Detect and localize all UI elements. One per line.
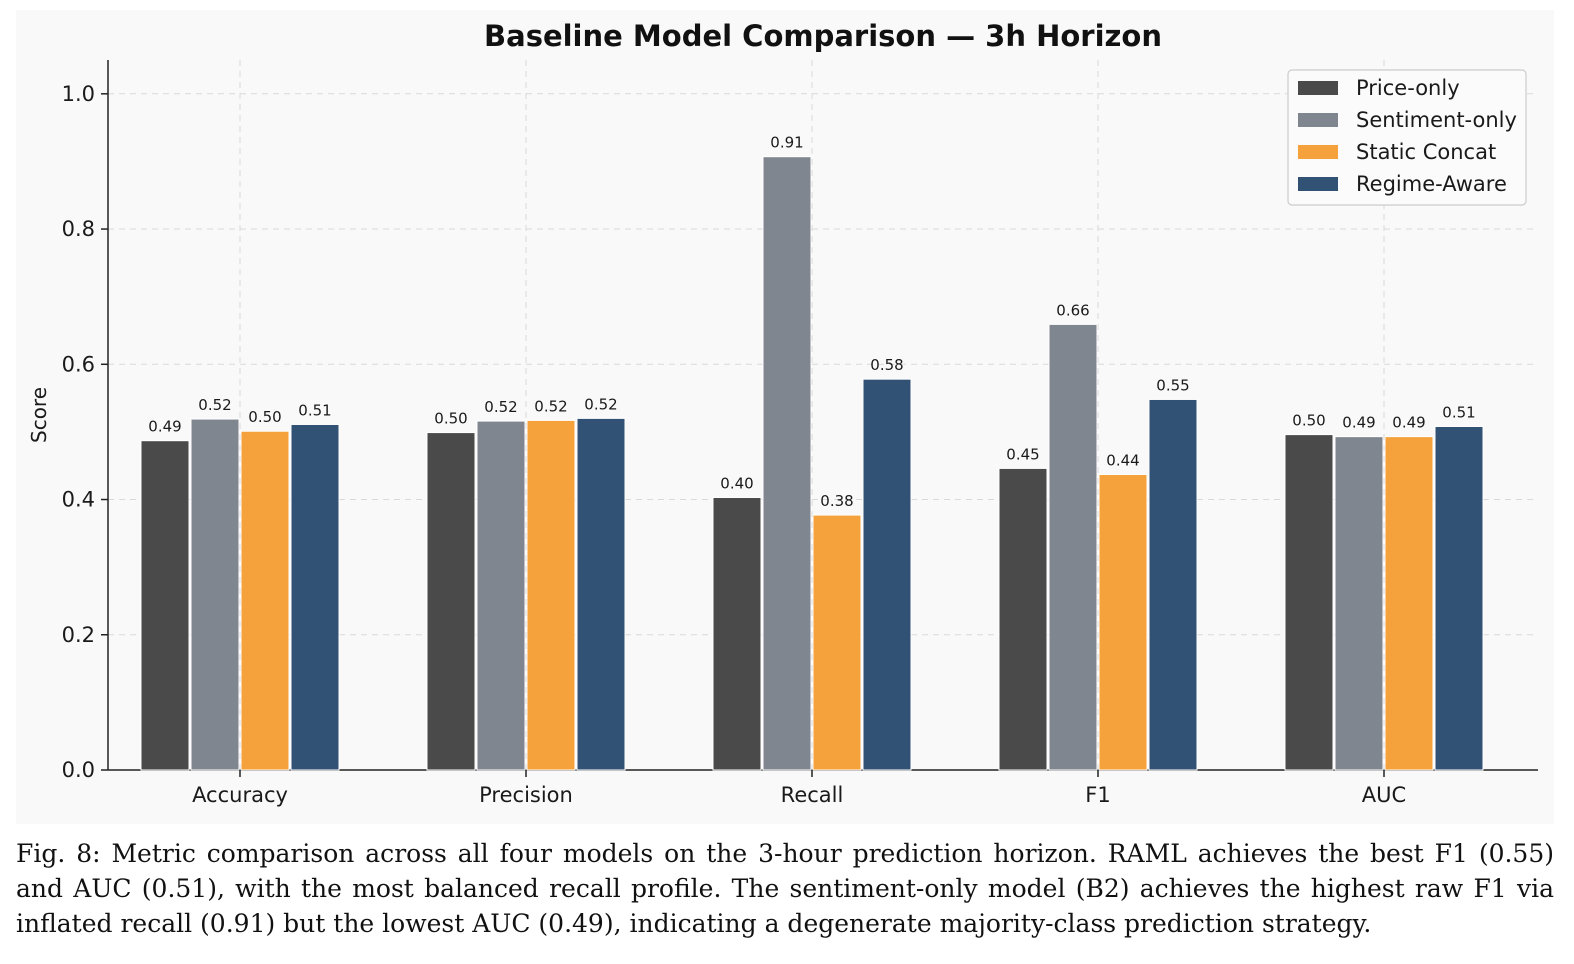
bar-value-label: 0.52 xyxy=(584,395,617,413)
chart-figure: 0.0 0.2 0.4 0.6 0.8 1.0 0.49 0.50 0.40 0.45 0.50 0… xyxy=(27,19,1538,807)
bar-sentiment-only-f1 xyxy=(1048,323,1098,771)
bar-value-label: 0.50 xyxy=(248,408,281,426)
bar-price-only-auc xyxy=(1284,434,1334,771)
bars xyxy=(140,156,1484,771)
bar-value-label: 0.52 xyxy=(198,396,231,414)
figure-caption: Fig. 8: Metric comparison across all fou… xyxy=(16,839,1554,938)
bar-regime-aware-precision xyxy=(576,417,626,771)
bar-sentiment-only-precision xyxy=(476,420,526,771)
y-tick-label: 1.0 xyxy=(62,82,95,106)
bar-value-label: 0.51 xyxy=(298,401,331,419)
bar-static-concat-accuracy xyxy=(240,430,290,771)
bar-value-label: 0.91 xyxy=(770,134,803,152)
bar-value-label: 0.51 xyxy=(1442,403,1475,421)
y-ticks: 0.0 0.2 0.4 0.6 0.8 1.0 xyxy=(62,82,108,782)
bar-static-concat-f1 xyxy=(1098,474,1148,771)
legend-swatch xyxy=(1298,113,1338,127)
value-labels: 0.49 0.50 0.40 0.45 0.50 0.52 0.52 0.91 0.66 0.49… xyxy=(148,134,1475,510)
y-axis-label: Score xyxy=(27,387,51,443)
bar-static-concat-recall xyxy=(812,514,862,771)
bar-sentiment-only-accuracy xyxy=(190,418,240,771)
bar-price-only-recall xyxy=(712,496,762,771)
x-tick-label: Accuracy xyxy=(192,783,288,807)
bar-value-label: 0.45 xyxy=(1006,445,1039,463)
bar-value-label: 0.50 xyxy=(434,410,467,428)
legend: Price-only Sentiment-only Static Concat Reg… xyxy=(1287,69,1527,206)
bar-price-only-accuracy xyxy=(140,440,190,771)
legend-label: Sentiment-only xyxy=(1356,108,1517,132)
bar-regime-aware-accuracy xyxy=(290,423,340,771)
y-tick-label: 0.6 xyxy=(62,352,95,376)
bar-value-label: 0.55 xyxy=(1156,376,1189,394)
legend-swatch xyxy=(1298,145,1338,159)
bar-value-label: 0.49 xyxy=(1392,414,1425,432)
bar-value-label: 0.38 xyxy=(820,492,853,510)
legend-swatch xyxy=(1298,81,1338,95)
bar-regime-aware-auc xyxy=(1434,425,1484,771)
bar-value-label: 0.44 xyxy=(1106,452,1139,470)
bar-value-label: 0.52 xyxy=(534,397,567,415)
bar-price-only-precision xyxy=(426,432,476,771)
legend-swatch xyxy=(1298,177,1338,191)
bar-value-label: 0.40 xyxy=(720,474,753,492)
y-tick-label: 0.4 xyxy=(62,488,95,512)
bar-value-label: 0.50 xyxy=(1292,412,1325,430)
bar-sentiment-only-auc xyxy=(1334,436,1384,771)
legend-label: Regime-Aware xyxy=(1356,172,1507,196)
bar-chart: 0.00.20.40.60.81.0 0.49 0.500.400.450.500… xyxy=(27,19,1538,807)
legend-label: Static Concat xyxy=(1356,140,1496,164)
bar-value-label: 0.58 xyxy=(870,356,903,374)
x-tick-label: Precision xyxy=(479,783,573,807)
x-ticks: Accuracy Precision Recall F1 AUC xyxy=(192,770,1406,807)
bar-static-concat-precision xyxy=(526,419,576,771)
chart-title: Baseline Model Comparison — 3h Horizon xyxy=(484,19,1162,53)
bar-value-label: 0.49 xyxy=(148,418,181,436)
y-tick-label: 0.0 xyxy=(62,758,95,782)
bar-value-label: 0.66 xyxy=(1056,301,1089,319)
bar-regime-aware-recall xyxy=(862,378,912,771)
bar-sentiment-only-recall xyxy=(762,156,812,771)
x-tick-label: F1 xyxy=(1085,783,1110,807)
legend-label: Price-only xyxy=(1356,76,1460,100)
x-tick-label: Recall xyxy=(781,783,844,807)
legend-box xyxy=(1287,69,1527,206)
bar-static-concat-auc xyxy=(1384,436,1434,771)
bar-value-label: 0.49 xyxy=(1342,414,1375,432)
bar-regime-aware-f1 xyxy=(1148,398,1198,771)
y-tick-label: 0.8 xyxy=(62,217,95,241)
bar-value-label: 0.52 xyxy=(484,398,517,416)
y-tick-label: 0.2 xyxy=(62,623,95,647)
bar-price-only-f1 xyxy=(998,467,1048,771)
x-tick-label: AUC xyxy=(1362,783,1406,807)
